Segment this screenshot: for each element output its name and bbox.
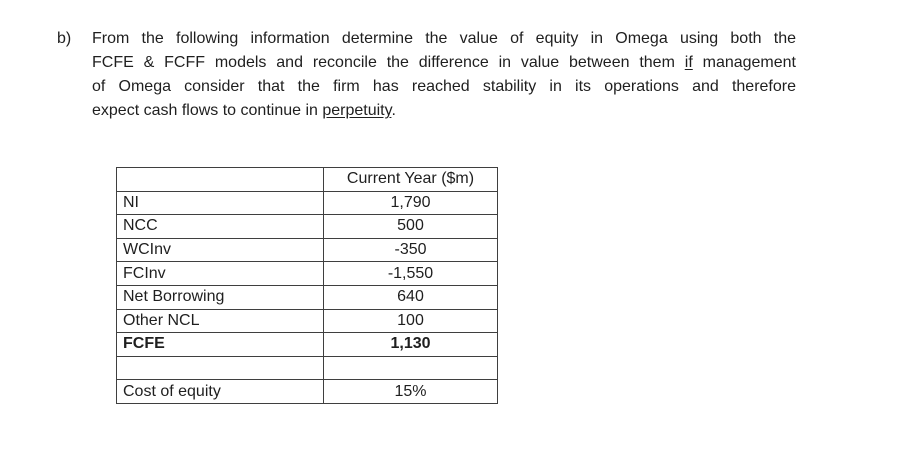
underlined-term-if: if [684, 54, 693, 71]
question-line-text: management [692, 54, 797, 71]
row-value: 1,790 [323, 190, 498, 216]
row-value: -350 [323, 237, 498, 263]
question-line-text: From the following information determine… [92, 30, 796, 47]
table-row-other-ncl: Other NCL 100 [116, 308, 498, 334]
question-line: From the following information determine… [92, 27, 796, 51]
row-value [323, 355, 498, 381]
question-text: From the following information determine… [92, 27, 796, 123]
row-value: -1,550 [323, 261, 498, 286]
row-label: FCInv [116, 261, 324, 286]
table-row-wcinv: WCInv -350 [116, 237, 498, 263]
row-label: WCInv [116, 237, 324, 263]
row-value: 500 [323, 214, 498, 239]
table-row-fcfe: FCFE 1,130 [116, 332, 498, 357]
row-label [116, 355, 324, 381]
question-line: expect cash flows to continue in perpetu… [92, 99, 796, 123]
underlined-term-perpetuity: perpetuity [322, 102, 392, 119]
table-row-ncc: NCC 500 [116, 214, 498, 239]
question-marker: b) [57, 30, 72, 47]
question-line-text: of Omega consider that the firm has reac… [92, 78, 796, 95]
row-value: 1,130 [323, 332, 498, 357]
table-row-ni: NI 1,790 [116, 190, 498, 216]
question-line: FCFE & FCFF models and reconcile the dif… [92, 51, 796, 75]
row-value: 100 [323, 308, 498, 334]
row-label: FCFE [116, 332, 324, 357]
row-label: Other NCL [116, 308, 324, 334]
table-header-row: Current Year ($m) [116, 167, 498, 192]
financial-data-table: Current Year ($m) NI 1,790 NCC 500 WCInv… [116, 167, 498, 404]
table-row-empty [116, 355, 498, 381]
row-value: 15% [323, 379, 498, 404]
question-paragraph: b) From the following information determ… [57, 27, 796, 123]
row-label: NI [116, 190, 324, 216]
table-row-fcinv: FCInv -1,550 [116, 261, 498, 286]
row-value: 640 [323, 284, 498, 310]
header-current-year-cell: Current Year ($m) [323, 167, 498, 192]
row-label: NCC [116, 214, 324, 239]
question-line-text: . [391, 102, 396, 119]
table-row-net-borrowing: Net Borrowing 640 [116, 284, 498, 310]
row-label: Net Borrowing [116, 284, 324, 310]
question-line-text: expect cash flows to continue in [92, 102, 323, 119]
question-line-text: FCFE & FCFF models and reconcile the dif… [92, 54, 685, 71]
table-row-cost-of-equity: Cost of equity 15% [116, 379, 498, 404]
header-label-cell [116, 167, 324, 192]
row-label: Cost of equity [116, 379, 324, 404]
question-line: of Omega consider that the firm has reac… [92, 75, 796, 99]
